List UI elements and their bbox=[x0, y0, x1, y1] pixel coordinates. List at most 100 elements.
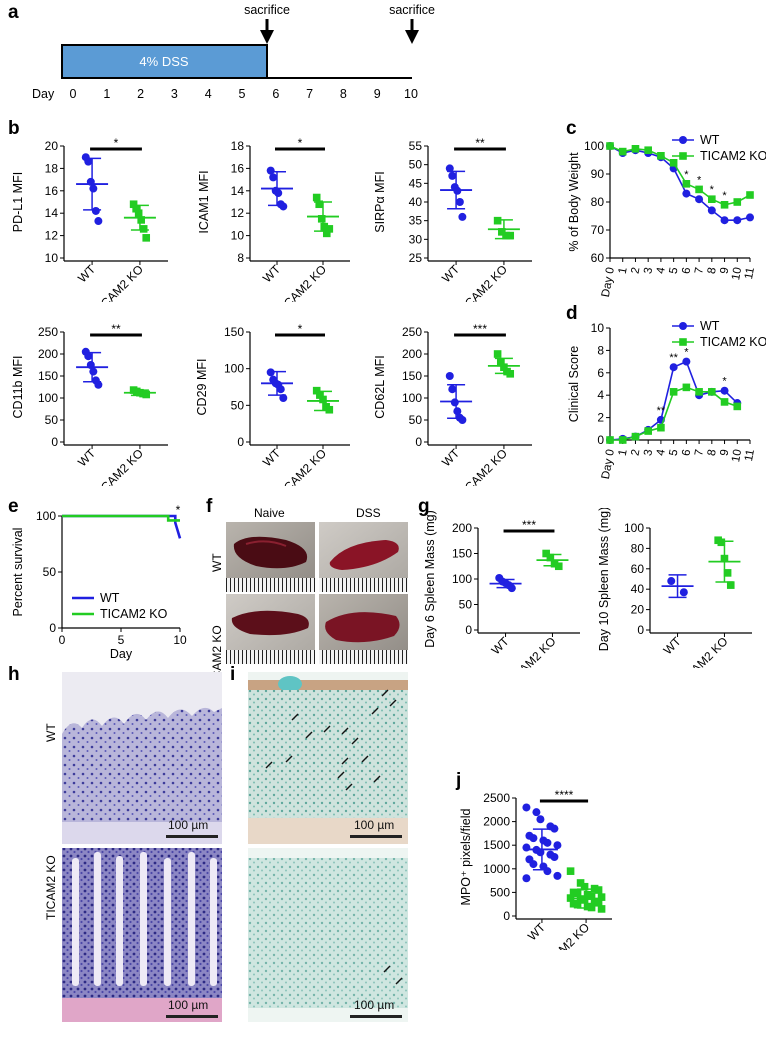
significance-stars: *** bbox=[473, 322, 487, 336]
significance-stars: ** bbox=[111, 322, 121, 336]
significance-stars: * bbox=[722, 190, 727, 202]
y-tick-label: 16 bbox=[231, 161, 245, 175]
scale-label: 100 µm bbox=[168, 998, 209, 1012]
data-point bbox=[325, 225, 334, 233]
data-point bbox=[587, 892, 596, 900]
data-point bbox=[583, 890, 592, 899]
data-point bbox=[682, 189, 691, 198]
y-tick-label: 100 bbox=[584, 139, 604, 153]
data-point bbox=[597, 893, 606, 901]
data-point bbox=[667, 577, 676, 586]
scale-bar bbox=[166, 1015, 218, 1018]
data-point bbox=[522, 843, 531, 852]
y-tick-label: 10 bbox=[231, 229, 245, 243]
y-tick-label: 50 bbox=[409, 158, 423, 172]
data-point bbox=[576, 879, 585, 887]
data-point bbox=[142, 390, 151, 399]
y-axis-label: CD11b MFI bbox=[11, 356, 25, 419]
y-axis-label: MPO⁺ pixels/field bbox=[459, 808, 473, 905]
day-label: Day bbox=[32, 87, 55, 101]
x-tick-label: 1 bbox=[617, 448, 630, 456]
scale-bar bbox=[350, 1015, 402, 1018]
y-axis-label: Percent survival bbox=[11, 528, 25, 617]
y-tick-label: 100 bbox=[452, 572, 472, 586]
significance-stars: ** bbox=[669, 352, 678, 364]
y-tick-label: 60 bbox=[631, 562, 645, 576]
legend-label: WT bbox=[700, 133, 720, 147]
day6-spleen-chart: 0 50 100 150 200 Day 6 Spleen Mass (mg) WTTICA… bbox=[423, 510, 580, 668]
data-point bbox=[522, 803, 531, 812]
data-point bbox=[573, 889, 582, 898]
panel-label-j: j bbox=[456, 770, 462, 791]
data-point bbox=[644, 146, 652, 154]
data-point bbox=[580, 896, 589, 904]
y-tick-label: 100 bbox=[36, 509, 56, 523]
data-point bbox=[522, 874, 531, 883]
significance-stars: * bbox=[684, 169, 689, 181]
x-tick-label: 10 bbox=[730, 448, 744, 463]
col-header-dss: DSS bbox=[356, 506, 381, 520]
panel-label-d: d bbox=[566, 303, 578, 324]
data-point bbox=[657, 152, 665, 160]
y-tick-label: 50 bbox=[459, 598, 473, 612]
day-tick-10: 10 bbox=[404, 87, 418, 101]
y-axis-label: CD29 MFI bbox=[195, 359, 209, 416]
y-tick-label: 1500 bbox=[483, 838, 510, 852]
data-point bbox=[720, 216, 729, 225]
y-tick-label: 20 bbox=[45, 139, 59, 153]
series-ticam2-ko bbox=[312, 193, 334, 238]
survival-line-wt bbox=[62, 514, 182, 539]
data-point bbox=[137, 216, 145, 224]
data-point bbox=[682, 180, 691, 188]
series-ticam2-ko bbox=[606, 383, 742, 444]
y-tick-label: 60 bbox=[591, 251, 605, 265]
y-tick-label: 50 bbox=[409, 413, 423, 427]
dss-period-box bbox=[61, 44, 268, 79]
y-tick-label: 4 bbox=[597, 388, 604, 402]
x-tick-label: 7 bbox=[693, 448, 706, 456]
ihc-image-ko bbox=[248, 848, 408, 1022]
data-point bbox=[269, 173, 278, 182]
y-tick-label: 0 bbox=[503, 909, 510, 923]
y-tick-label: 90 bbox=[591, 167, 605, 181]
day-tick-9: 9 bbox=[374, 87, 381, 101]
significance-stars: ** bbox=[657, 405, 666, 417]
significance-stars: *** bbox=[522, 518, 536, 532]
data-point bbox=[695, 185, 703, 194]
scale-label: 100 µm bbox=[168, 818, 209, 832]
legend-marker bbox=[679, 322, 687, 330]
data-point bbox=[94, 380, 103, 389]
data-point bbox=[542, 549, 550, 558]
day-tick-5: 5 bbox=[239, 87, 246, 101]
data-point bbox=[532, 808, 541, 817]
data-point bbox=[320, 222, 329, 231]
sacrifice-arrow-icon bbox=[260, 30, 274, 44]
x-tick-label: WT bbox=[525, 920, 549, 944]
data-point bbox=[89, 367, 98, 376]
data-point bbox=[695, 388, 703, 396]
x-tick-label: 6 bbox=[680, 266, 693, 274]
y-tick-label: 70 bbox=[591, 223, 605, 237]
day10-spleen-chart: 0 20 40 60 80 100 Day 10 Spleen Mass (mg) WTTIC… bbox=[597, 508, 752, 668]
data-point bbox=[717, 538, 726, 547]
x-tick-label: 7 bbox=[693, 266, 706, 274]
data-point bbox=[455, 198, 464, 206]
x-axis-label: Day bbox=[110, 647, 133, 661]
y-tick-label: 100 bbox=[38, 391, 58, 405]
y-tick-label: 0 bbox=[637, 623, 644, 637]
data-point bbox=[279, 394, 288, 402]
data-point bbox=[139, 225, 148, 233]
data-point bbox=[720, 201, 729, 209]
data-point bbox=[458, 416, 467, 424]
scale-label: 100 µm bbox=[354, 818, 395, 832]
survival-chart: 0 50 100 0 5 10 Day Percent survival * WT TICAM2 K… bbox=[11, 503, 187, 661]
data-point bbox=[448, 171, 457, 180]
x-tick-label: 10 bbox=[730, 266, 744, 281]
data-point bbox=[266, 166, 275, 175]
x-tick-label: WT bbox=[439, 446, 463, 470]
x-tick-label: TICAM2 KO bbox=[273, 446, 329, 486]
data-point bbox=[746, 191, 754, 199]
data-point bbox=[708, 388, 716, 396]
panel-label-b: b bbox=[8, 118, 20, 139]
data-point bbox=[679, 588, 688, 597]
